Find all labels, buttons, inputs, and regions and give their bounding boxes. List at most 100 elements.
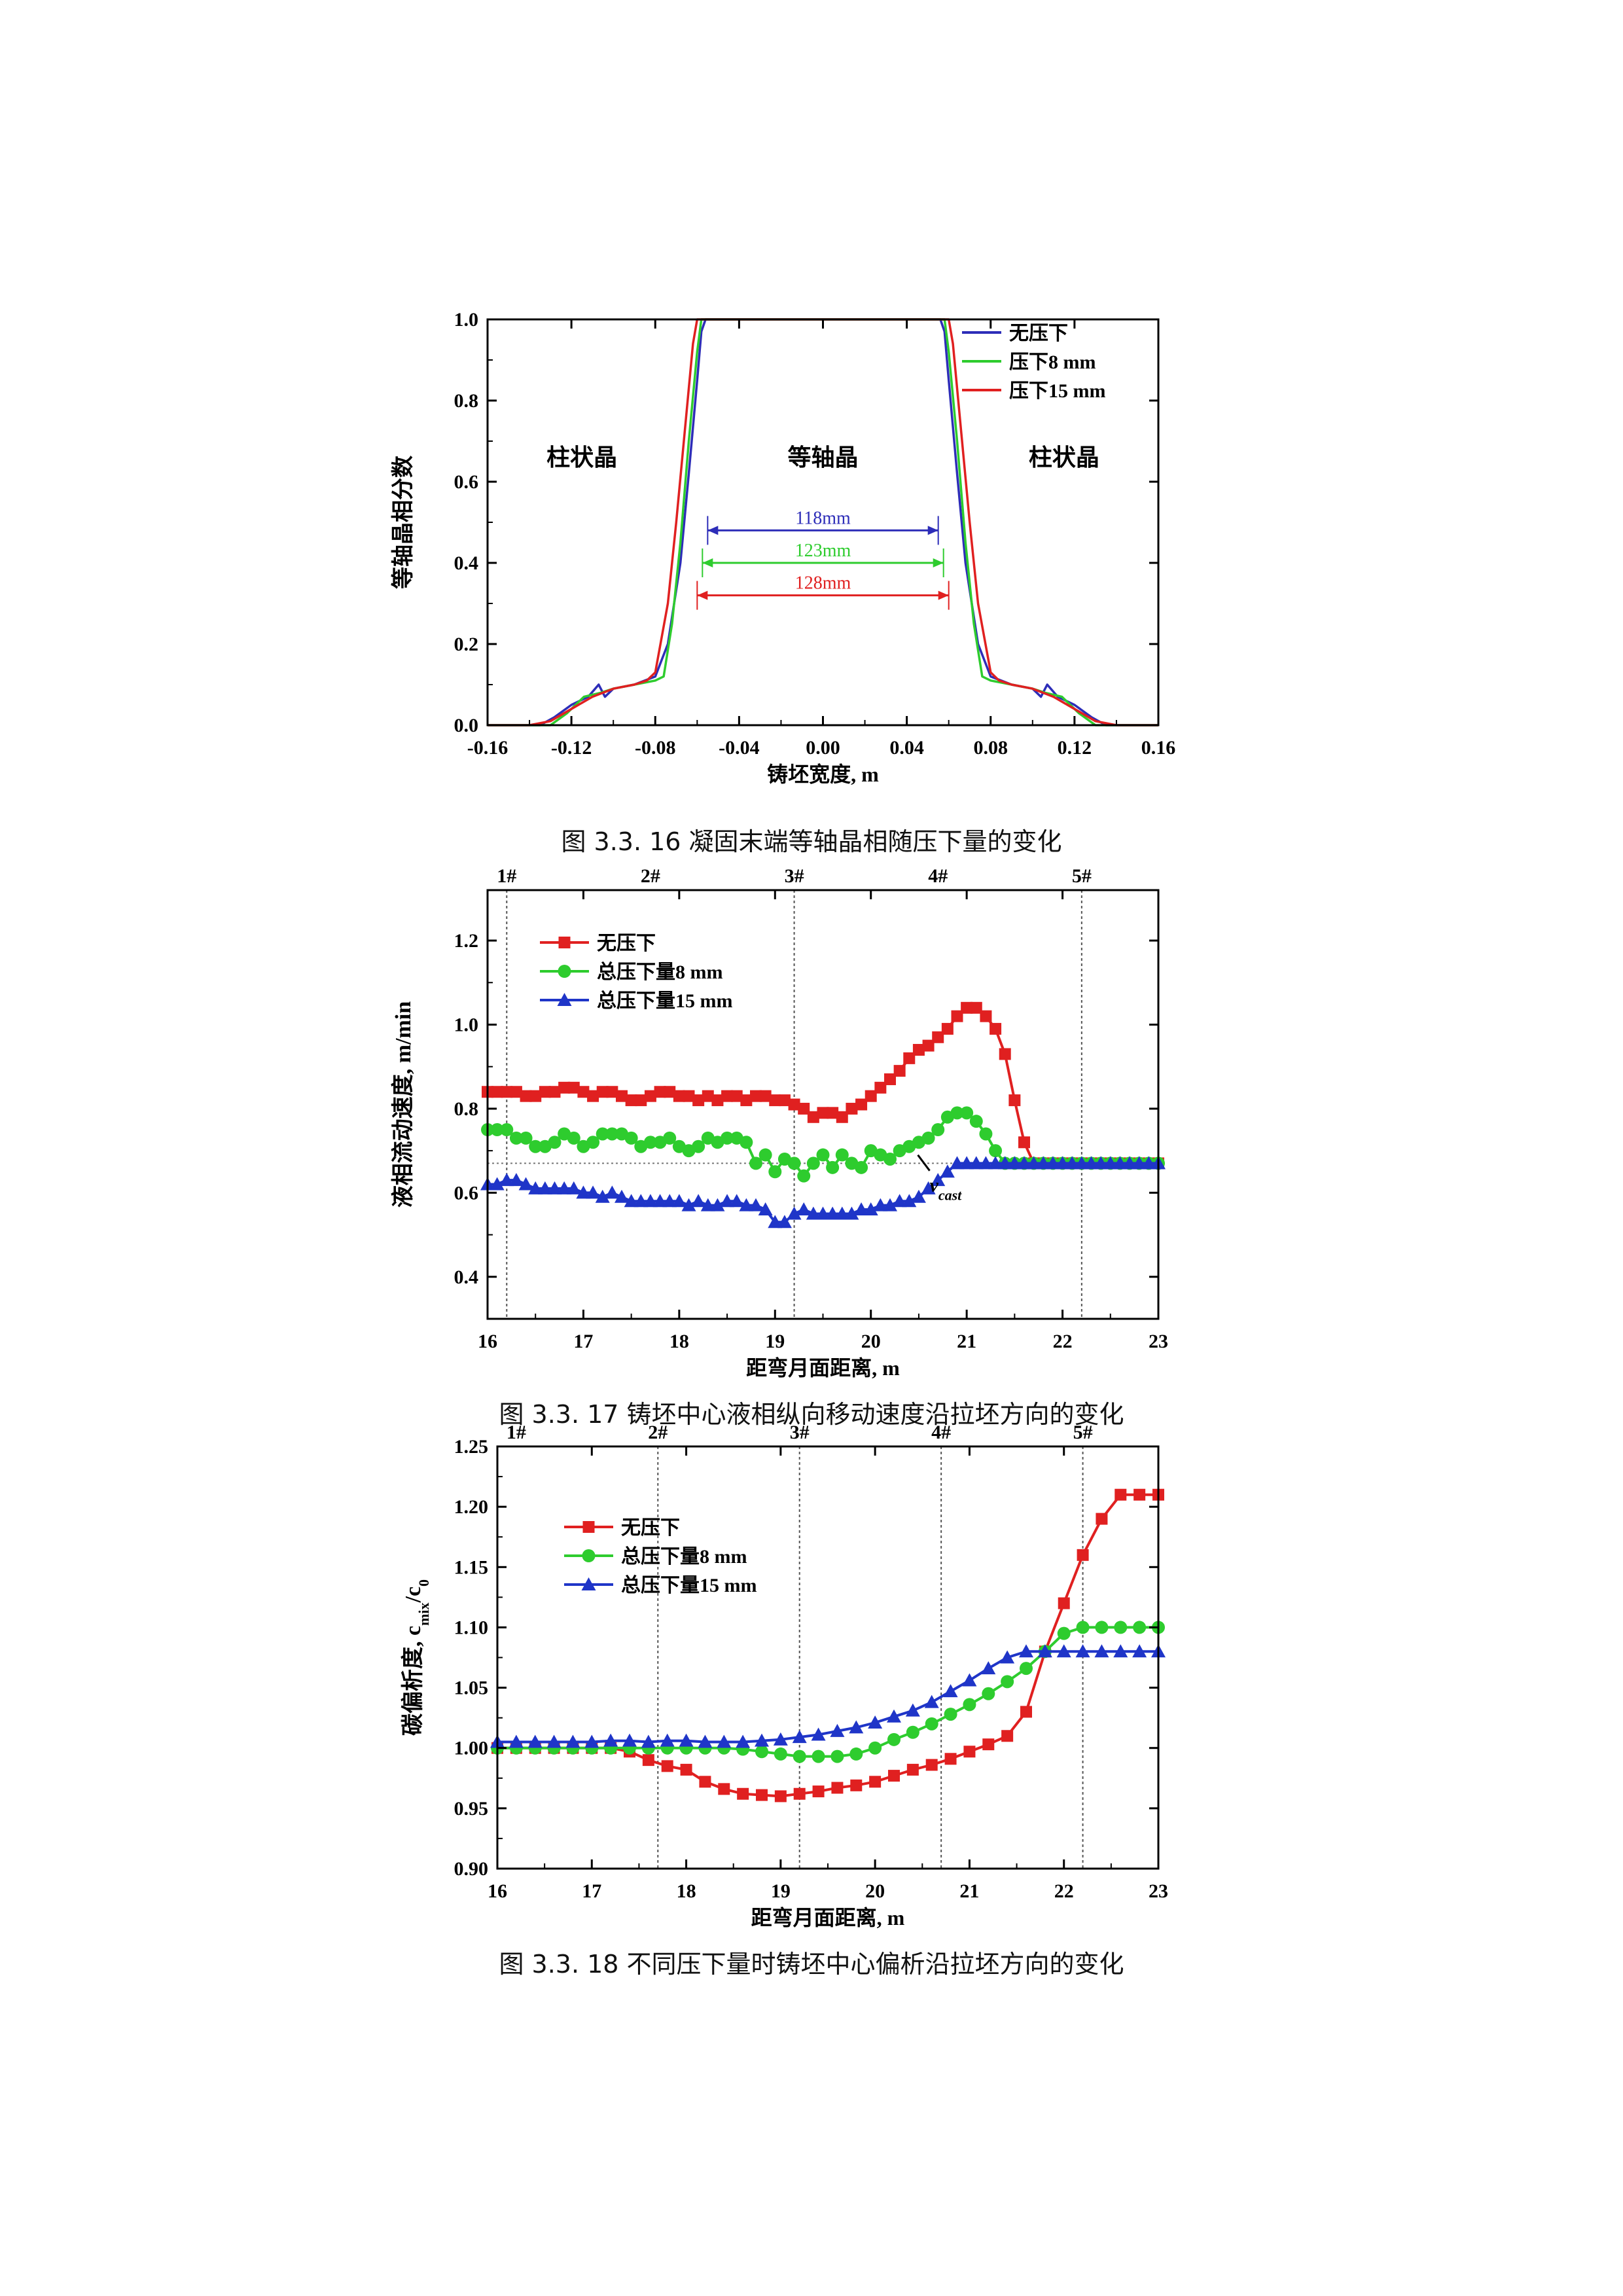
- data-point: [756, 1789, 768, 1801]
- data-point: [811, 1727, 826, 1741]
- x-tick-label: 23: [1149, 1880, 1168, 1902]
- data-point: [1095, 1621, 1109, 1634]
- x-tick-label: 19: [771, 1880, 791, 1902]
- data-point: [490, 1177, 505, 1191]
- data-point: [1113, 1644, 1128, 1658]
- y-tick-label: 0.95: [454, 1798, 489, 1820]
- data-point: [1113, 1156, 1128, 1170]
- data-point: [661, 1760, 673, 1772]
- data-point: [1076, 1621, 1090, 1634]
- y-tick-label: 0.0: [454, 715, 479, 736]
- data-point: [906, 1725, 919, 1739]
- station-label: 4#: [931, 1422, 951, 1443]
- figure-caption-2: 图 3.3. 17 铸坯中心液相纵向移动速度沿拉坯方向的变化: [499, 1400, 1124, 1429]
- x-axis-label: 铸坯宽度, m: [767, 762, 879, 786]
- x-tick-label: 0.12: [1058, 737, 1092, 759]
- data-point: [999, 1048, 1011, 1060]
- data-point: [1020, 1662, 1033, 1676]
- data-point: [817, 1107, 829, 1119]
- data-point: [652, 1194, 668, 1208]
- x-tick-label: 0.00: [806, 737, 840, 759]
- station-label: 2#: [648, 1422, 668, 1443]
- data-point: [962, 1673, 977, 1687]
- data-point: [509, 1131, 523, 1145]
- data-point: [671, 1194, 687, 1208]
- data-point: [874, 1081, 887, 1094]
- data-point: [1141, 1156, 1156, 1170]
- data-point: [943, 1684, 958, 1698]
- data-point: [868, 1715, 883, 1729]
- y-tick-label: 1.20: [454, 1496, 489, 1518]
- legend-label: 总压下量8 mm: [621, 1546, 747, 1568]
- annotation-arrow: [917, 1154, 931, 1172]
- data-point: [740, 1136, 753, 1149]
- data-point: [643, 1136, 657, 1149]
- data-point: [812, 1785, 825, 1798]
- data-point: [806, 1206, 821, 1220]
- data-point: [912, 1044, 925, 1056]
- data-point: [855, 1160, 868, 1174]
- data-point: [520, 1090, 532, 1102]
- y-tick-label: 1.0: [454, 1014, 479, 1035]
- data-point: [990, 1022, 1002, 1035]
- data-point: [903, 1052, 916, 1064]
- x-axis-label: 距弯月面距离, m: [746, 1356, 900, 1380]
- data-point: [963, 1698, 976, 1712]
- data-point: [1132, 1156, 1147, 1170]
- region-label: 柱状晶: [1029, 444, 1099, 471]
- data-point: [642, 1754, 654, 1767]
- data-point: [1122, 1156, 1137, 1170]
- x-tick-label: 16: [478, 1331, 497, 1352]
- data-point: [491, 1086, 503, 1098]
- data-point: [1001, 1730, 1014, 1742]
- series-line-1: [497, 1626, 1158, 1758]
- legend-marker: [582, 1521, 595, 1533]
- series-line-2: [497, 1650, 1158, 1744]
- legend-marker: [581, 1577, 596, 1590]
- figure-caption-3: 图 3.3. 18 不同压下量时铸坯中心偏析沿拉坯方向的变化: [499, 1950, 1124, 1979]
- y-tick-label: 1.2: [454, 930, 479, 952]
- data-point: [736, 1734, 751, 1748]
- data-point: [969, 1156, 984, 1170]
- data-point: [979, 1127, 993, 1141]
- data-point: [518, 1177, 533, 1191]
- data-point: [873, 1198, 888, 1211]
- data-point: [988, 1156, 1003, 1170]
- x-tick-label: -0.12: [551, 737, 592, 759]
- legend-label: 无压下: [597, 933, 656, 954]
- data-point: [774, 1790, 787, 1803]
- x-tick-label: 0.08: [974, 737, 1008, 759]
- y-tick-label: 0.6: [454, 471, 479, 493]
- data-point: [925, 1759, 938, 1771]
- data-point: [596, 1086, 609, 1098]
- data-point: [940, 1164, 955, 1178]
- data-point: [793, 1787, 806, 1800]
- data-point: [1045, 1156, 1060, 1170]
- x-tick-label: 22: [1054, 1880, 1074, 1902]
- data-point: [777, 1215, 792, 1229]
- data-point: [1096, 1513, 1108, 1525]
- legend-label: 无压下: [1009, 323, 1068, 344]
- data-point: [680, 1763, 692, 1776]
- y-axis-label: 等轴晶相分数: [391, 456, 416, 589]
- data-point: [501, 1086, 513, 1098]
- y-tick-label: 1.15: [454, 1556, 489, 1578]
- data-point: [768, 1215, 783, 1229]
- x-axis-label: 距弯月面距离, m: [751, 1906, 905, 1929]
- data-point: [932, 1031, 944, 1043]
- data-point: [576, 1185, 591, 1199]
- data-point: [924, 1695, 939, 1708]
- data-point: [1133, 1621, 1147, 1634]
- series-markers-2: [480, 1156, 1166, 1229]
- data-point: [884, 1073, 896, 1085]
- data-point: [1001, 1675, 1014, 1689]
- x-tick-label: 20: [861, 1331, 881, 1352]
- x-tick-label: 19: [765, 1331, 785, 1352]
- data-point: [827, 1107, 839, 1119]
- data-point: [673, 1090, 685, 1102]
- data-point: [969, 1115, 983, 1128]
- data-point: [662, 1194, 677, 1208]
- y-tick-label: 1.0: [454, 309, 479, 331]
- chart-carbon-segregation: 16 17 18 19 20 21 22 23 0.90 0.95 1.00 1.05 1.10 1.15…: [401, 1422, 1168, 1929]
- data-point: [830, 1749, 844, 1763]
